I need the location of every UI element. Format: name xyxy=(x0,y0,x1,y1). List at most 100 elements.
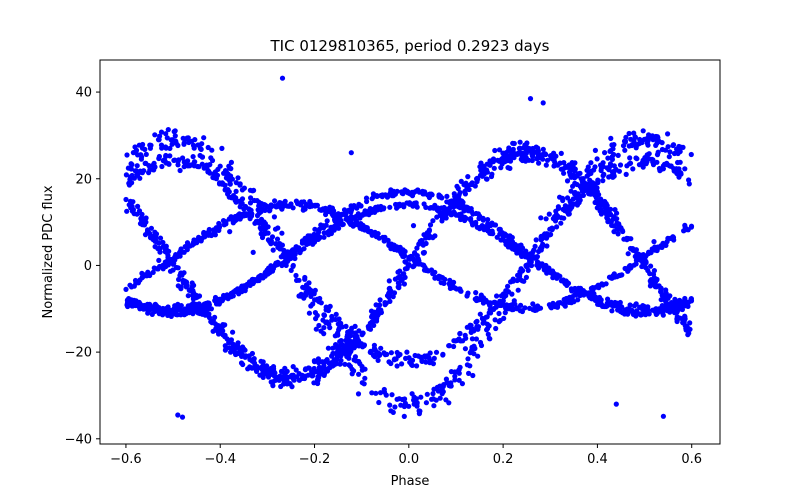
y-tick-label: −20 xyxy=(65,346,92,361)
data-point xyxy=(378,192,384,198)
data-point xyxy=(591,167,597,173)
data-point xyxy=(615,301,621,307)
data-point xyxy=(396,282,402,288)
data-point xyxy=(558,150,564,156)
data-point xyxy=(464,362,470,368)
data-point xyxy=(160,266,166,272)
data-point xyxy=(468,329,474,335)
data-point xyxy=(270,247,276,253)
data-point xyxy=(433,397,439,403)
data-point xyxy=(321,325,327,331)
data-point xyxy=(303,290,309,296)
data-point xyxy=(523,251,529,257)
data-point xyxy=(328,230,334,237)
data-point xyxy=(555,204,562,210)
data-point xyxy=(189,138,195,144)
data-point xyxy=(633,313,639,319)
data-point xyxy=(515,272,521,278)
data-point xyxy=(672,296,678,302)
data-point xyxy=(452,369,458,375)
data-point xyxy=(156,311,162,317)
data-point xyxy=(659,146,666,153)
data-point xyxy=(229,195,235,201)
data-point xyxy=(550,216,557,222)
data-point xyxy=(290,364,296,370)
data-point xyxy=(427,360,433,366)
data-point xyxy=(152,229,158,235)
data-point xyxy=(288,267,294,273)
data-point xyxy=(220,218,227,224)
data-point xyxy=(602,150,608,156)
data-point xyxy=(435,208,441,214)
data-point xyxy=(474,324,480,330)
data-point xyxy=(668,163,674,169)
data-point xyxy=(469,336,475,342)
data-point xyxy=(388,408,394,414)
data-point xyxy=(431,355,437,361)
data-point xyxy=(189,284,195,290)
data-point xyxy=(550,271,556,277)
data-point xyxy=(269,234,276,240)
data-point xyxy=(414,400,420,406)
data-point xyxy=(176,276,182,283)
data-point xyxy=(392,404,398,410)
data-point xyxy=(478,160,484,166)
data-point xyxy=(504,157,510,164)
data-point xyxy=(156,155,162,162)
data-point xyxy=(371,318,377,324)
data-point xyxy=(155,266,161,272)
data-point xyxy=(239,187,245,193)
data-point xyxy=(560,206,566,212)
data-point xyxy=(387,204,393,210)
data-point xyxy=(208,319,214,325)
data-point xyxy=(494,234,500,240)
data-point xyxy=(242,203,249,210)
data-point xyxy=(671,150,678,157)
y-tick-label: 20 xyxy=(75,172,92,187)
data-point xyxy=(522,142,528,148)
data-point xyxy=(377,297,383,303)
data-point xyxy=(563,164,569,170)
data-point xyxy=(343,343,349,349)
data-point xyxy=(145,270,151,276)
data-point xyxy=(596,294,603,301)
data-point xyxy=(550,300,556,306)
data-point xyxy=(294,277,300,283)
data-point xyxy=(561,215,567,221)
data-point xyxy=(245,211,251,217)
data-point xyxy=(361,381,367,387)
data-point xyxy=(458,215,464,221)
data-point xyxy=(626,143,632,149)
data-point xyxy=(358,203,364,209)
data-point xyxy=(648,263,654,269)
data-point xyxy=(423,235,429,241)
data-point xyxy=(682,313,688,319)
data-point xyxy=(150,236,156,243)
data-point xyxy=(351,357,357,363)
data-point xyxy=(572,292,578,298)
y-tick-label: −40 xyxy=(65,432,92,447)
data-point xyxy=(413,188,419,194)
data-point xyxy=(654,134,661,140)
data-point xyxy=(444,193,450,199)
data-point xyxy=(253,218,259,224)
data-point xyxy=(124,152,130,158)
data-point xyxy=(687,320,693,326)
data-point xyxy=(324,357,330,363)
data-point xyxy=(564,178,571,184)
data-point xyxy=(427,222,434,228)
data-point xyxy=(345,215,351,221)
data-point xyxy=(670,142,677,148)
data-point xyxy=(645,142,651,148)
data-point xyxy=(409,391,415,397)
data-point xyxy=(204,230,210,236)
data-point xyxy=(473,290,479,296)
data-point xyxy=(465,356,471,362)
data-point xyxy=(678,170,684,176)
data-point xyxy=(427,191,433,197)
data-point xyxy=(600,282,606,288)
data-point xyxy=(431,386,437,392)
data-point xyxy=(617,162,624,168)
data-point xyxy=(499,230,505,236)
data-point xyxy=(509,240,516,246)
